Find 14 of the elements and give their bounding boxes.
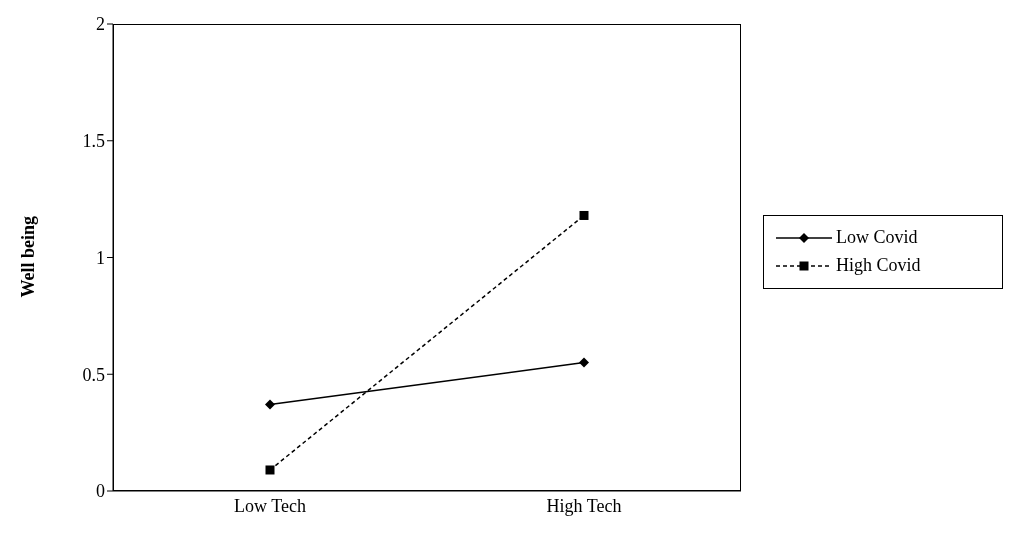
y-tick-label: 0.5: [82, 364, 105, 385]
y-tick-label: 2: [96, 14, 105, 35]
x-tick-label: High Tech: [546, 495, 622, 516]
point: [579, 357, 589, 368]
y-tick-label: 1.5: [82, 131, 105, 152]
x-tick-label: Low Tech: [234, 495, 306, 516]
y-axis-title: Well being: [18, 215, 39, 298]
legend-label: High Covid: [836, 255, 921, 276]
point: [265, 399, 275, 410]
y-tick-label: 1: [96, 247, 105, 268]
legend-label: Low Covid: [836, 227, 918, 248]
y-tick-label: 0: [96, 481, 105, 502]
point: [265, 465, 275, 475]
point: [579, 210, 589, 220]
